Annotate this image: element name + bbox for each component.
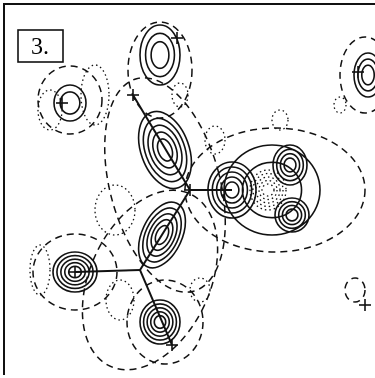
contour-figure: 3. [0, 0, 375, 378]
panel-label: 3. [31, 34, 49, 60]
